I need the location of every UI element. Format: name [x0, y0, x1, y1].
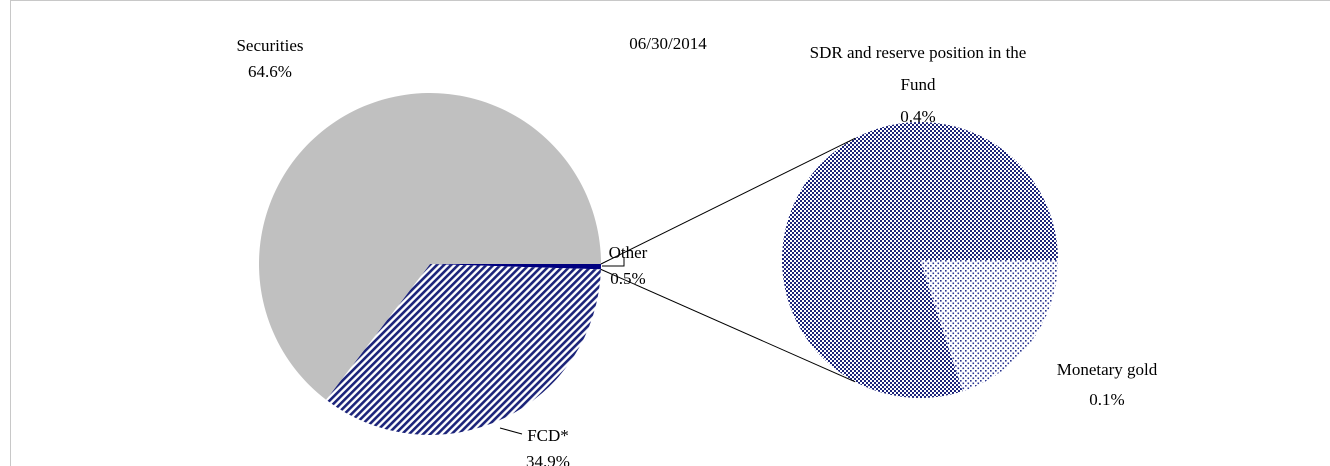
value-label: 0.5% [610, 269, 646, 288]
chart-frame [10, 0, 1330, 466]
category-label: Securities [236, 36, 304, 55]
connector [600, 268, 856, 383]
value-label: 34.9% [526, 452, 570, 466]
label: Monetary gold 0.1% [1057, 355, 1158, 415]
label: FCD* 34.9% [526, 423, 570, 466]
value-label: 0.1% [1089, 390, 1125, 409]
pie-slice [326, 264, 601, 435]
category-label: SDR and reserve position in the Fund [809, 43, 1027, 94]
category-label: Other [608, 243, 648, 262]
label: SDR and reserve position in the Fund 0.4% [808, 37, 1028, 133]
leader-line [499, 427, 523, 435]
pie-slice [920, 260, 1058, 392]
chart-title: 06/30/2014 [629, 34, 707, 53]
pie-slice [430, 264, 601, 270]
value-label: 64.6% [248, 62, 292, 81]
pie-slice [258, 93, 601, 400]
label: Other 0.5% [609, 240, 648, 292]
pie-slice [782, 121, 1058, 398]
category-label: FCD* [527, 426, 569, 445]
category-label: Monetary gold [1056, 360, 1158, 379]
connector [600, 137, 856, 265]
label: Securities 64.6% [236, 33, 303, 85]
value-label: 0.4% [900, 107, 936, 126]
leader-line [602, 258, 625, 267]
